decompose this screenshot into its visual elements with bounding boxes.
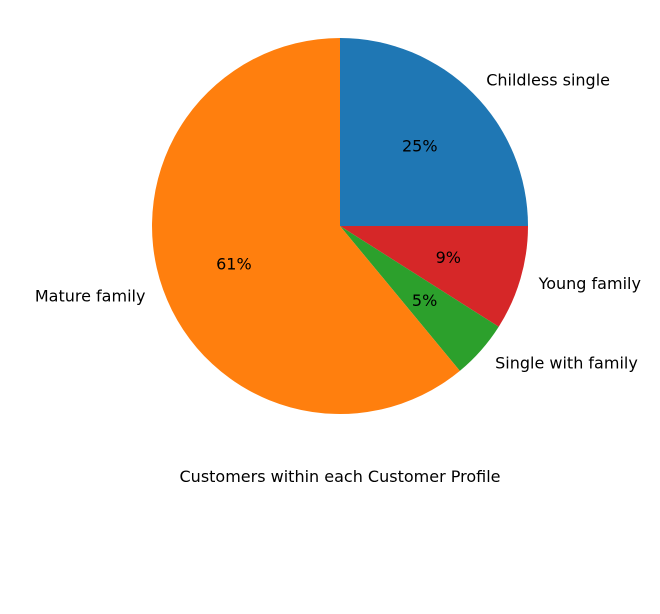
pie-slice-single-with-family: [340, 226, 499, 371]
pct-label-single-with-family: 5%: [412, 291, 437, 310]
pie-slice-young-family: [340, 226, 528, 327]
pie-slice-childless-single: [340, 38, 528, 226]
pct-label-mature-family: 61%: [216, 255, 252, 274]
pct-label-young-family: 9%: [436, 248, 461, 267]
slice-label-young-family: Young family: [538, 274, 641, 293]
pct-label-childless-single: 25%: [402, 137, 438, 156]
slice-label-single-with-family: Single with family: [495, 353, 638, 372]
pie-labels: 25% Childless single 9% Young family 5% Singl…: [35, 70, 641, 372]
pie-slices: [152, 38, 528, 414]
chart-caption: Customers within each Customer Profile: [180, 467, 501, 486]
pie-slice-mature-family: [152, 38, 460, 414]
slice-label-childless-single: Childless single: [486, 70, 610, 89]
slice-label-mature-family: Mature family: [35, 287, 146, 306]
